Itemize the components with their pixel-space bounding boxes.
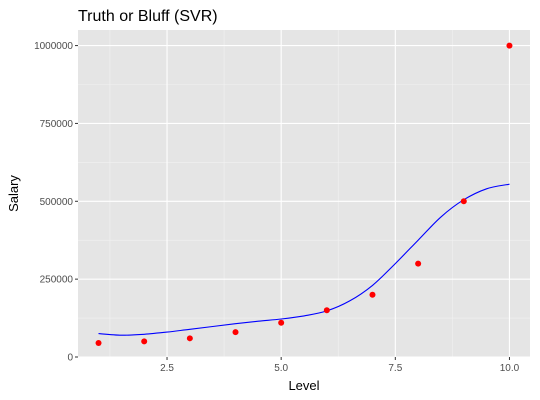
x-tick-label: 10.0 [500, 363, 520, 374]
x-axis-ticks: 2.5 5.0 7.5 10.0 [160, 357, 520, 374]
data-point [460, 198, 467, 205]
y-tick-label: 1000000 [34, 41, 73, 52]
data-point [186, 335, 193, 342]
x-tick-label: 7.5 [388, 363, 402, 374]
data-points [95, 42, 513, 346]
data-point [369, 291, 376, 298]
x-tick-label: 5.0 [274, 363, 288, 374]
data-point [278, 319, 285, 326]
data-point [506, 42, 513, 49]
y-axis-title: Salary [6, 175, 21, 212]
data-point [232, 329, 239, 336]
y-axis-ticks: 0 250000 500000 750000 1000000 [34, 41, 78, 364]
data-point [141, 338, 148, 345]
x-axis-title: Level [288, 378, 319, 393]
y-tick-label: 0 [67, 353, 73, 364]
y-tick-label: 500000 [40, 197, 74, 208]
data-point [415, 260, 422, 267]
chart-title: Truth or Bluff (SVR) [78, 8, 218, 25]
y-tick-label: 250000 [40, 275, 74, 286]
y-tick-label: 750000 [40, 119, 74, 130]
x-tick-label: 2.5 [160, 363, 174, 374]
plot-panel [78, 30, 530, 357]
data-point [323, 307, 330, 314]
major-gridlines [78, 30, 530, 358]
svr-prediction-line [98, 183, 510, 336]
minor-gridlines [78, 30, 530, 357]
data-point [95, 339, 102, 346]
